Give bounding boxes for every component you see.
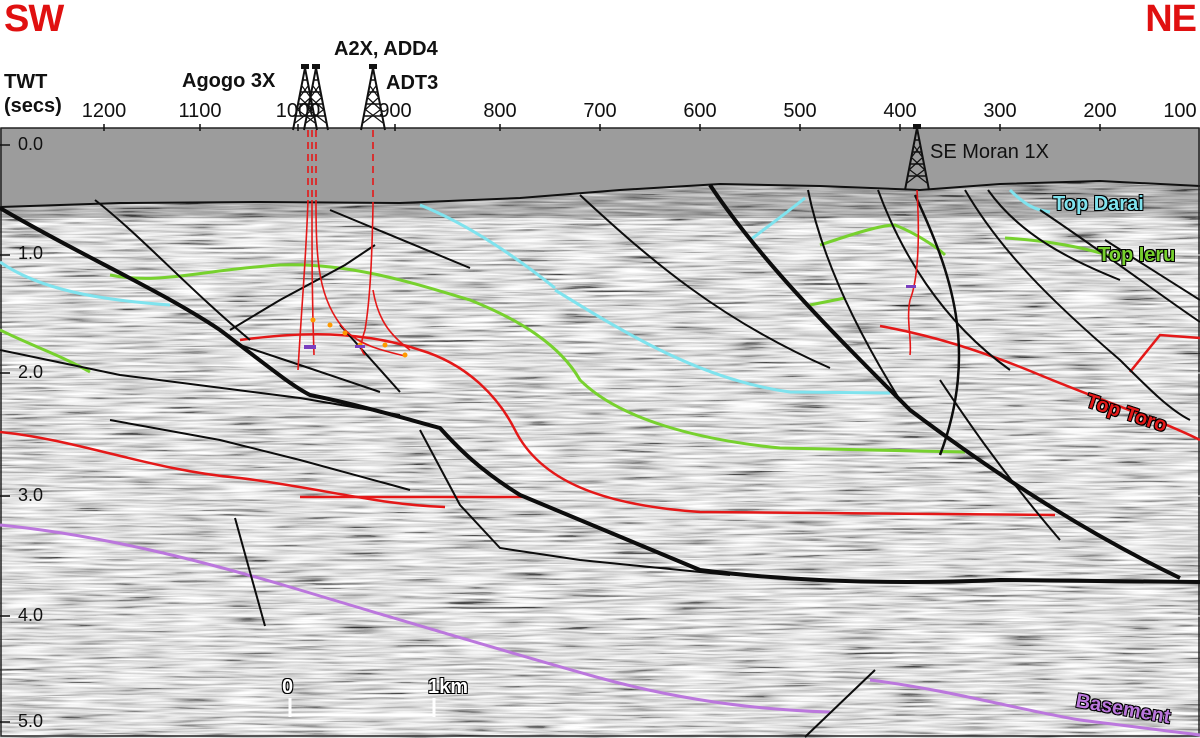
- twt-tick-label: 5.0: [18, 711, 44, 731]
- twt-tick-marks: [0, 144, 10, 723]
- scale-bar-start-label: 0: [282, 676, 294, 698]
- twt-tick-label: 3.0: [18, 485, 44, 505]
- ne-direction-label: NE: [1145, 0, 1197, 40]
- well-markers-purple: [304, 285, 916, 349]
- well-label-se-moran-1x: SE Moran 1X: [930, 141, 1049, 163]
- faults: [0, 183, 1200, 738]
- cdp-tick-label: 300: [983, 100, 1017, 122]
- horizon-basement: [0, 523, 831, 714]
- twt-axis-title-line1: TWT: [4, 71, 48, 93]
- twt-tick-label: 1.0: [18, 243, 44, 263]
- horizon-top-ieru: [0, 223, 1111, 454]
- cdp-tick-marks: [103, 124, 1101, 131]
- horizon-label-top-ieru: Top Ieru: [1098, 244, 1176, 266]
- twt-tick-label: 0.0: [18, 134, 44, 154]
- cdp-tick-label: 900: [378, 100, 412, 122]
- horizon-label-top-darai: Top Darai: [1053, 193, 1144, 215]
- twt-axis-title: TWT (secs): [4, 70, 62, 118]
- cdp-tick-label: 1000: [275, 100, 321, 122]
- well-trajectories: [297, 130, 920, 371]
- cdp-tick-label: 100: [1163, 100, 1197, 122]
- scale-bar-end-label: 1km: [428, 676, 469, 698]
- well-label-a2x-add4: A2X, ADD4: [334, 38, 438, 60]
- cdp-tick-label: 500: [783, 100, 817, 122]
- twt-axis-title-line2: (secs): [4, 95, 62, 117]
- ground-surface: [0, 179, 1200, 208]
- cdp-tick-label: 200: [1083, 100, 1117, 122]
- horizon-top-toro: [0, 324, 1200, 517]
- well-label-adt3: ADT3: [386, 72, 439, 94]
- sw-direction-label: SW: [4, 0, 64, 40]
- cdp-tick-label: 1200: [81, 100, 127, 122]
- twt-tick-label: 4.0: [18, 605, 44, 625]
- horizon-top-darai: [0, 188, 1051, 395]
- cdp-tick-label: 800: [483, 100, 517, 122]
- cdp-tick-label: 700: [583, 100, 617, 122]
- scale-bar: [288, 698, 436, 717]
- cdp-tick-label: 400: [883, 100, 917, 122]
- twt-tick-label: 2.0: [18, 362, 44, 382]
- horizon-basement-east: [869, 678, 1200, 737]
- well-label-agogo-3x: Agogo 3X: [182, 70, 276, 92]
- cdp-tick-label: 600: [683, 100, 717, 122]
- cdp-tick-label: 1100: [178, 100, 222, 122]
